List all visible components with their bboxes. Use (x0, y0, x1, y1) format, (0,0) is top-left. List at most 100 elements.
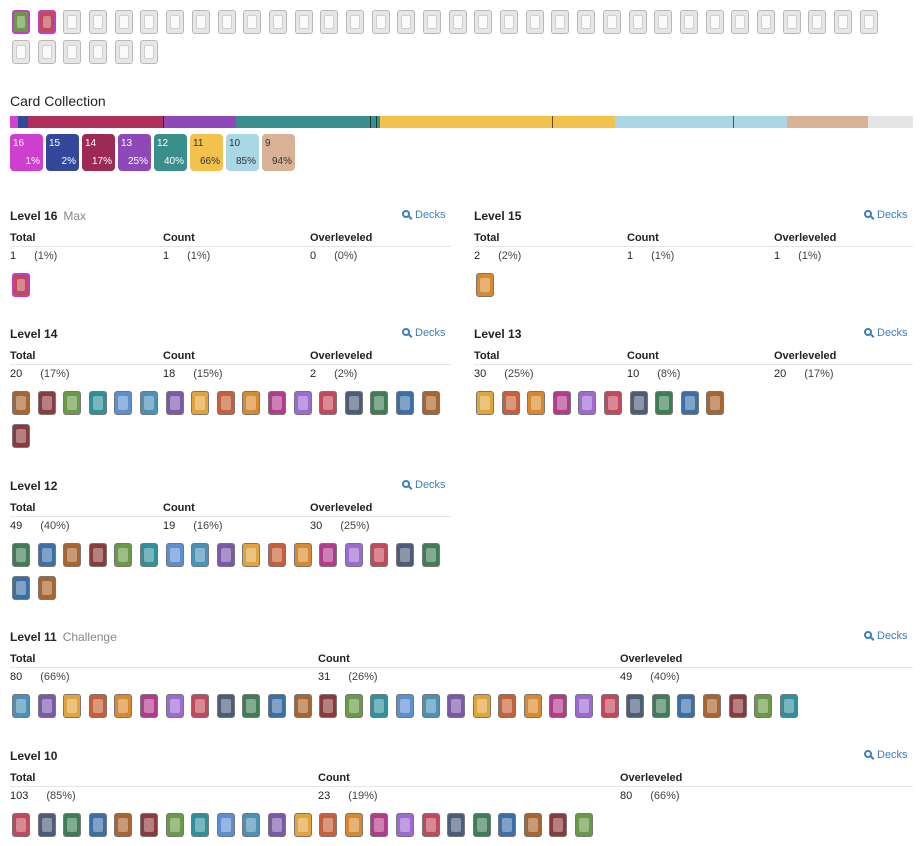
card-thumb[interactable] (527, 391, 546, 415)
decks-link[interactable]: Decks (402, 209, 446, 221)
card-thumb[interactable] (267, 543, 286, 567)
card-thumb[interactable] (629, 391, 648, 415)
card-thumb[interactable] (370, 391, 389, 415)
card-thumb[interactable] (472, 813, 491, 837)
card-thumb[interactable] (12, 543, 30, 567)
locked-card-thumb[interactable] (37, 40, 56, 64)
card-thumb[interactable] (12, 694, 30, 718)
locked-card-thumb[interactable] (397, 10, 416, 34)
locked-card-thumb[interactable] (448, 10, 467, 34)
locked-card-thumb[interactable] (834, 10, 852, 34)
card-thumb[interactable] (578, 391, 597, 415)
card-thumb[interactable] (421, 813, 440, 837)
card-thumb[interactable] (626, 694, 645, 718)
card-thumb[interactable] (12, 10, 30, 34)
card-thumb[interactable] (114, 391, 133, 415)
card-thumb[interactable] (216, 543, 235, 567)
locked-card-thumb[interactable] (705, 10, 724, 34)
locked-card-thumb[interactable] (423, 10, 441, 34)
decks-link[interactable]: Decks (864, 327, 908, 339)
card-thumb[interactable] (575, 694, 594, 718)
card-thumb[interactable] (63, 391, 82, 415)
card-thumb[interactable] (293, 391, 312, 415)
card-thumb[interactable] (703, 694, 722, 718)
card-thumb[interactable] (344, 813, 363, 837)
locked-card-thumb[interactable] (859, 10, 878, 34)
card-thumb[interactable] (651, 694, 670, 718)
locked-card-thumb[interactable] (782, 10, 801, 34)
level-chip-11[interactable]: 11 66% (190, 134, 223, 171)
card-thumb[interactable] (216, 391, 235, 415)
locked-card-thumb[interactable] (320, 10, 339, 34)
locked-card-thumb[interactable] (602, 10, 621, 34)
card-thumb[interactable] (677, 694, 696, 718)
locked-card-thumb[interactable] (525, 10, 544, 34)
locked-card-thumb[interactable] (89, 40, 108, 64)
card-thumb[interactable] (523, 813, 542, 837)
card-thumb[interactable] (552, 391, 571, 415)
locked-card-thumb[interactable] (500, 10, 519, 34)
card-thumb[interactable] (37, 10, 56, 34)
card-thumb[interactable] (754, 694, 773, 718)
locked-card-thumb[interactable] (114, 10, 133, 34)
card-thumb[interactable] (114, 813, 133, 837)
card-thumb[interactable] (370, 694, 389, 718)
card-thumb[interactable] (575, 813, 594, 837)
card-thumb[interactable] (395, 543, 414, 567)
locked-card-thumb[interactable] (654, 10, 673, 34)
card-thumb[interactable] (447, 694, 466, 718)
card-thumb[interactable] (139, 813, 158, 837)
card-thumb[interactable] (114, 543, 133, 567)
card-thumb[interactable] (344, 543, 363, 567)
card-thumb[interactable] (12, 576, 30, 600)
locked-card-thumb[interactable] (89, 10, 108, 34)
locked-card-thumb[interactable] (140, 40, 159, 64)
locked-card-thumb[interactable] (294, 10, 313, 34)
card-thumb[interactable] (63, 813, 82, 837)
card-thumb[interactable] (344, 391, 363, 415)
locked-card-thumb[interactable] (12, 40, 30, 64)
card-thumb[interactable] (12, 813, 30, 837)
locked-card-thumb[interactable] (731, 10, 750, 34)
card-thumb[interactable] (165, 813, 184, 837)
card-thumb[interactable] (267, 391, 286, 415)
card-thumb[interactable] (319, 391, 338, 415)
card-thumb[interactable] (603, 391, 622, 415)
card-thumb[interactable] (447, 813, 466, 837)
card-thumb[interactable] (37, 543, 56, 567)
level-chip-14[interactable]: 14 17% (82, 134, 115, 171)
locked-card-thumb[interactable] (63, 10, 82, 34)
card-thumb[interactable] (395, 694, 414, 718)
locked-card-thumb[interactable] (191, 10, 210, 34)
locked-card-thumb[interactable] (628, 10, 647, 34)
card-thumb[interactable] (242, 391, 261, 415)
card-thumb[interactable] (655, 391, 674, 415)
locked-card-thumb[interactable] (140, 10, 159, 34)
decks-link[interactable]: Decks (402, 479, 446, 491)
card-thumb[interactable] (216, 694, 235, 718)
card-thumb[interactable] (549, 694, 568, 718)
card-thumb[interactable] (242, 813, 261, 837)
card-thumb[interactable] (600, 694, 619, 718)
card-thumb[interactable] (421, 543, 440, 567)
card-thumb[interactable] (139, 543, 158, 567)
card-thumb[interactable] (242, 694, 261, 718)
card-thumb[interactable] (501, 391, 520, 415)
card-thumb[interactable] (680, 391, 699, 415)
card-thumb[interactable] (191, 813, 210, 837)
card-thumb[interactable] (114, 694, 133, 718)
card-thumb[interactable] (549, 813, 568, 837)
card-thumb[interactable] (267, 694, 286, 718)
level-chip-10[interactable]: 10 85% (226, 134, 259, 171)
level-chip-9[interactable]: 9 94% (262, 134, 295, 171)
locked-card-thumb[interactable] (268, 10, 287, 34)
card-thumb[interactable] (139, 694, 158, 718)
card-thumb[interactable] (476, 273, 494, 297)
card-thumb[interactable] (498, 813, 517, 837)
card-thumb[interactable] (37, 813, 56, 837)
card-thumb[interactable] (395, 813, 414, 837)
card-thumb[interactable] (395, 391, 414, 415)
card-thumb[interactable] (165, 543, 184, 567)
locked-card-thumb[interactable] (166, 10, 185, 34)
card-thumb[interactable] (293, 694, 312, 718)
